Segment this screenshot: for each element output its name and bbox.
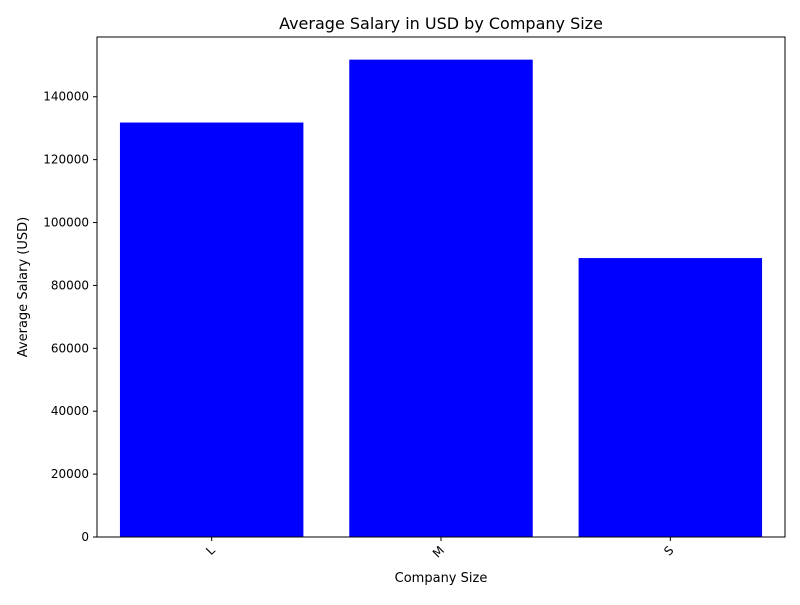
bar-L	[119, 122, 304, 537]
y-tick-label: 80000	[51, 278, 89, 292]
x-tick-label-S: S	[661, 543, 676, 558]
y-tick-label: 140000	[43, 90, 89, 104]
y-tick-label: 120000	[43, 153, 89, 167]
y-tick-label: 100000	[43, 216, 89, 230]
y-tick-label: 0	[81, 530, 89, 544]
bar-S	[578, 258, 763, 537]
y-tick-label: 20000	[51, 467, 89, 481]
chart-title: Average Salary in USD by Company Size	[279, 14, 603, 33]
plot-frame	[96, 36, 786, 538]
x-axis-label: Company Size	[395, 571, 488, 586]
x-tick-label-M: M	[430, 543, 447, 560]
plot-area	[119, 59, 763, 537]
y-axis-ticks: 0 20000 40000 60000 80000 100000 120000 140000	[43, 90, 97, 544]
y-tick-label: 60000	[51, 341, 89, 355]
y-tick-label: 40000	[51, 404, 89, 418]
x-tick-label-L: L	[203, 543, 218, 558]
bar-M	[349, 59, 533, 537]
y-axis-label: Average Salary (USD)	[16, 217, 31, 357]
